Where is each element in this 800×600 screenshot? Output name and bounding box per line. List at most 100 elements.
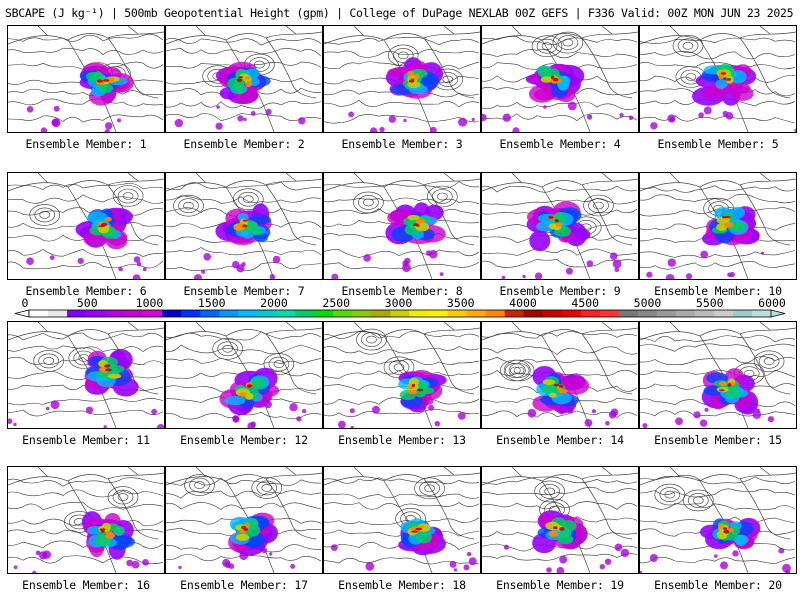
ensemble-member-label: Ensemble Member: 19 — [496, 578, 624, 592]
colorbar-segment — [86, 310, 106, 317]
colorbar-segment — [143, 310, 163, 317]
colorbar-tick-label: 1500 — [197, 296, 226, 310]
colorbar-segment — [371, 310, 391, 317]
ensemble-member-map — [639, 25, 797, 133]
cape-map-graphic — [640, 322, 796, 428]
colorbar-min-arrow — [14, 309, 30, 318]
colorbar-segment — [637, 310, 658, 317]
ensemble-member-map — [7, 172, 165, 280]
colorbar-tick-label: 500 — [76, 296, 98, 310]
colorbar-segment — [428, 310, 448, 317]
ensemble-member-map — [323, 321, 481, 429]
cape-map-graphic — [324, 173, 480, 279]
colorbar-segment — [732, 310, 753, 317]
cape-map-graphic — [8, 322, 164, 428]
colorbar-segment — [523, 310, 543, 317]
ensemble-member-label: Ensemble Member: 7 — [183, 284, 305, 298]
ensemble-member-label: Ensemble Member: 9 — [499, 284, 621, 298]
colorbar-segment — [67, 310, 87, 317]
colorbar-segment — [656, 310, 677, 317]
ensemble-member-label: Ensemble Member: 1 — [25, 137, 147, 151]
ensemble-member-label: Ensemble Member: 3 — [341, 137, 463, 151]
ensemble-member-label: Ensemble Member: 18 — [338, 578, 466, 592]
colorbar-segment — [751, 310, 772, 317]
cape-map-graphic — [8, 467, 164, 573]
ensemble-member-map — [7, 321, 165, 429]
ensemble-member-map — [639, 321, 797, 429]
colorbar-tick-label: 0 — [21, 296, 29, 310]
ensemble-member-label: Ensemble Member: 8 — [341, 284, 463, 298]
ensemble-member-map — [323, 172, 481, 280]
colorbar-segment — [561, 310, 582, 317]
colorbar-segment — [390, 310, 410, 317]
colorbar-tick-label: 4000 — [509, 296, 537, 310]
ensemble-member-map — [481, 25, 639, 133]
cape-map-graphic — [640, 467, 796, 573]
ensemble-member-map — [165, 25, 323, 133]
colorbar-tick-label: 5000 — [633, 296, 662, 310]
page-title: SBCAPE (J kg⁻¹) | 500mb Geopotential Hei… — [5, 6, 794, 20]
ensemble-member-label: Ensemble Member: 20 — [654, 578, 782, 592]
colorbar-segment — [466, 310, 486, 317]
colorbar-segment — [162, 310, 182, 317]
ensemble-member-map — [481, 466, 639, 574]
cape-map-graphic — [482, 26, 638, 132]
ensemble-member-label: Ensemble Member: 12 — [180, 433, 308, 447]
ensemble-member-label: Ensemble Member: 11 — [22, 433, 150, 447]
colorbar-tick-label: 4500 — [571, 296, 600, 310]
ensemble-member-map — [639, 466, 797, 574]
ensemble-member-label: Ensemble Member: 4 — [499, 137, 621, 151]
colorbar — [14, 309, 786, 318]
colorbar-segment — [257, 310, 277, 317]
ensemble-member-map — [7, 466, 165, 574]
ensemble-member-label: Ensemble Member: 17 — [180, 578, 308, 592]
colorbar-segment — [485, 310, 505, 317]
ensemble-member-label: Ensemble Member: 6 — [25, 284, 147, 298]
cape-map-graphic — [166, 322, 322, 428]
cape-map-graphic — [482, 322, 638, 428]
colorbar-segment — [181, 310, 201, 317]
colorbar-segment — [352, 310, 372, 317]
ensemble-member-map — [7, 25, 165, 133]
colorbar-tick-label: 1000 — [135, 296, 164, 310]
cape-map-graphic — [166, 173, 322, 279]
colorbar-segment — [675, 310, 696, 317]
colorbar-segment — [105, 310, 125, 317]
cape-map-graphic — [324, 322, 480, 428]
ensemble-member-label: Ensemble Member: 14 — [496, 433, 624, 447]
colorbar-segment — [409, 310, 429, 317]
ensemble-member-map — [165, 466, 323, 574]
cape-map-graphic — [324, 26, 480, 132]
ensemble-member-map — [323, 25, 481, 133]
colorbar-tick-label: 3000 — [384, 296, 413, 310]
cape-map-graphic — [8, 26, 164, 132]
ensemble-member-map — [481, 321, 639, 429]
ensemble-member-map — [481, 172, 639, 280]
colorbar-border — [28, 309, 772, 318]
cape-map-graphic — [640, 173, 796, 279]
cape-map-graphic — [640, 26, 796, 132]
ensemble-member-map — [165, 172, 323, 280]
colorbar-segment — [333, 310, 353, 317]
cape-map-graphic — [166, 26, 322, 132]
colorbar-segment — [219, 310, 239, 317]
cape-map-graphic — [324, 467, 480, 573]
colorbar-segment — [314, 310, 334, 317]
colorbar-segment — [694, 310, 715, 317]
colorbar-segment — [542, 310, 563, 317]
colorbar-segment — [200, 310, 220, 317]
colorbar-segment — [599, 310, 620, 317]
colorbar-segment — [124, 310, 144, 317]
colorbar-segment — [580, 310, 601, 317]
ensemble-member-label: Ensemble Member: 13 — [338, 433, 466, 447]
ensemble-member-label: Ensemble Member: 2 — [183, 137, 305, 151]
colorbar-segment — [504, 310, 524, 317]
colorbar-segment — [238, 310, 258, 317]
ensemble-member-map — [165, 321, 323, 429]
colorbar-tick-label: 6000 — [758, 296, 786, 310]
colorbar-segment — [48, 310, 68, 317]
colorbar-segment — [295, 310, 315, 317]
colorbar-tick-label: 5500 — [695, 296, 724, 310]
colorbar-segment — [618, 310, 639, 317]
colorbar-tick-label: 3500 — [446, 296, 475, 310]
